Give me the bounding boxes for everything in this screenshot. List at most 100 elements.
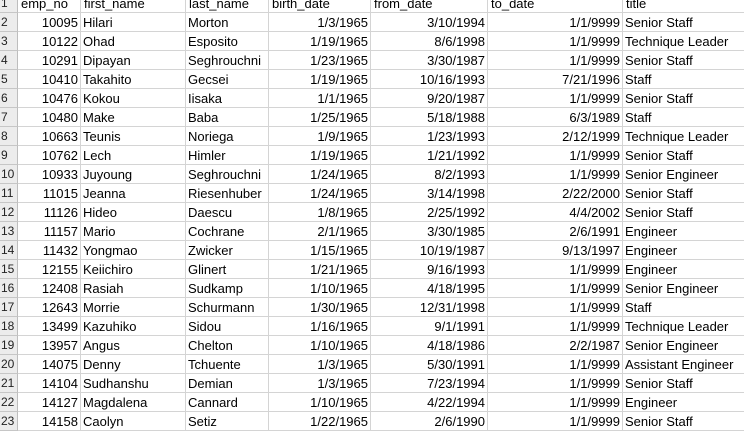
- table-cell[interactable]: Technique Leader: [623, 317, 744, 336]
- table-cell[interactable]: 1/16/1965: [269, 317, 371, 336]
- row-number[interactable]: 17: [0, 298, 18, 317]
- table-cell[interactable]: Technique Leader: [623, 127, 744, 146]
- row-number[interactable]: 16: [0, 279, 18, 298]
- row-number[interactable]: 21: [0, 374, 18, 393]
- table-cell[interactable]: 11157: [18, 222, 81, 241]
- table-cell[interactable]: 10762: [18, 146, 81, 165]
- table-cell[interactable]: Himler: [186, 146, 269, 165]
- table-cell[interactable]: 10/16/1993: [371, 70, 488, 89]
- table-cell[interactable]: 13957: [18, 336, 81, 355]
- row-number[interactable]: 6: [0, 89, 18, 108]
- row-number[interactable]: 7: [0, 108, 18, 127]
- table-cell[interactable]: 3/30/1985: [371, 222, 488, 241]
- table-cell[interactable]: 10291: [18, 51, 81, 70]
- table-cell[interactable]: Tchuente: [186, 355, 269, 374]
- table-cell[interactable]: 12643: [18, 298, 81, 317]
- table-cell[interactable]: 1/1/9999: [488, 89, 623, 108]
- table-cell[interactable]: 4/4/2002: [488, 203, 623, 222]
- table-cell[interactable]: 6/3/1989: [488, 108, 623, 127]
- table-cell[interactable]: 10663: [18, 127, 81, 146]
- table-cell[interactable]: 4/18/1995: [371, 279, 488, 298]
- table-cell[interactable]: 14075: [18, 355, 81, 374]
- column-header-cell[interactable]: from_date: [371, 0, 488, 13]
- table-cell[interactable]: Angus: [81, 336, 186, 355]
- table-cell[interactable]: 10480: [18, 108, 81, 127]
- table-cell[interactable]: 1/1/9999: [488, 32, 623, 51]
- table-cell[interactable]: Senior Staff: [623, 146, 744, 165]
- table-cell[interactable]: 1/15/1965: [269, 241, 371, 260]
- table-cell[interactable]: Assistant Engineer: [623, 355, 744, 374]
- table-cell[interactable]: 8/6/1998: [371, 32, 488, 51]
- row-number[interactable]: 10: [0, 165, 18, 184]
- table-cell[interactable]: 1/21/1992: [371, 146, 488, 165]
- row-number[interactable]: 15: [0, 260, 18, 279]
- table-cell[interactable]: Iisaka: [186, 89, 269, 108]
- row-number[interactable]: 8: [0, 127, 18, 146]
- table-cell[interactable]: Engineer: [623, 393, 744, 412]
- table-cell[interactable]: Senior Staff: [623, 13, 744, 32]
- table-cell[interactable]: Demian: [186, 374, 269, 393]
- table-cell[interactable]: Make: [81, 108, 186, 127]
- table-cell[interactable]: 9/13/1997: [488, 241, 623, 260]
- table-cell[interactable]: Staff: [623, 70, 744, 89]
- table-cell[interactable]: Hilari: [81, 13, 186, 32]
- table-cell[interactable]: 9/16/1993: [371, 260, 488, 279]
- table-cell[interactable]: 1/3/1965: [269, 13, 371, 32]
- table-cell[interactable]: 1/23/1993: [371, 127, 488, 146]
- table-cell[interactable]: Daescu: [186, 203, 269, 222]
- table-cell[interactable]: Schurmann: [186, 298, 269, 317]
- table-cell[interactable]: 1/24/1965: [269, 165, 371, 184]
- row-number[interactable]: 2: [0, 13, 18, 32]
- table-cell[interactable]: 1/25/1965: [269, 108, 371, 127]
- table-cell[interactable]: 1/1/9999: [488, 13, 623, 32]
- row-number[interactable]: 9: [0, 146, 18, 165]
- row-number[interactable]: 22: [0, 393, 18, 412]
- column-header-cell[interactable]: first_name: [81, 0, 186, 13]
- table-cell[interactable]: 2/22/2000: [488, 184, 623, 203]
- table-cell[interactable]: Technique Leader: [623, 32, 744, 51]
- row-number[interactable]: 13: [0, 222, 18, 241]
- table-cell[interactable]: 1/1/1965: [269, 89, 371, 108]
- table-cell[interactable]: 1/3/1965: [269, 355, 371, 374]
- table-cell[interactable]: Morrie: [81, 298, 186, 317]
- table-cell[interactable]: 7/23/1994: [371, 374, 488, 393]
- table-cell[interactable]: 1/10/1965: [269, 336, 371, 355]
- table-cell[interactable]: 12155: [18, 260, 81, 279]
- table-cell[interactable]: 9/1/1991: [371, 317, 488, 336]
- table-cell[interactable]: 1/1/9999: [488, 393, 623, 412]
- row-number[interactable]: 12: [0, 203, 18, 222]
- row-number[interactable]: 20: [0, 355, 18, 374]
- table-cell[interactable]: Senior Staff: [623, 412, 744, 431]
- table-cell[interactable]: 1/1/9999: [488, 355, 623, 374]
- table-cell[interactable]: 11126: [18, 203, 81, 222]
- table-cell[interactable]: 12408: [18, 279, 81, 298]
- row-number[interactable]: 5: [0, 70, 18, 89]
- row-number[interactable]: 3: [0, 32, 18, 51]
- table-cell[interactable]: Cannard: [186, 393, 269, 412]
- row-number[interactable]: 19: [0, 336, 18, 355]
- table-cell[interactable]: Keiichiro: [81, 260, 186, 279]
- table-cell[interactable]: Engineer: [623, 222, 744, 241]
- table-cell[interactable]: 5/30/1991: [371, 355, 488, 374]
- table-cell[interactable]: 2/1/1965: [269, 222, 371, 241]
- table-cell[interactable]: Sudkamp: [186, 279, 269, 298]
- table-cell[interactable]: 1/1/9999: [488, 146, 623, 165]
- table-cell[interactable]: 1/8/1965: [269, 203, 371, 222]
- table-cell[interactable]: 5/18/1988: [371, 108, 488, 127]
- table-cell[interactable]: Magdalena: [81, 393, 186, 412]
- table-cell[interactable]: Engineer: [623, 241, 744, 260]
- table-cell[interactable]: 10095: [18, 13, 81, 32]
- column-header-cell[interactable]: last_name: [186, 0, 269, 13]
- table-cell[interactable]: 2/2/1987: [488, 336, 623, 355]
- table-cell[interactable]: 9/20/1987: [371, 89, 488, 108]
- table-cell[interactable]: Dipayan: [81, 51, 186, 70]
- row-number[interactable]: 1: [0, 0, 18, 13]
- table-cell[interactable]: 10476: [18, 89, 81, 108]
- row-number[interactable]: 14: [0, 241, 18, 260]
- table-cell[interactable]: 1/1/9999: [488, 412, 623, 431]
- table-cell[interactable]: Senior Staff: [623, 89, 744, 108]
- table-cell[interactable]: 1/1/9999: [488, 317, 623, 336]
- column-header-cell[interactable]: to_date: [488, 0, 623, 13]
- table-cell[interactable]: Denny: [81, 355, 186, 374]
- table-cell[interactable]: Senior Staff: [623, 184, 744, 203]
